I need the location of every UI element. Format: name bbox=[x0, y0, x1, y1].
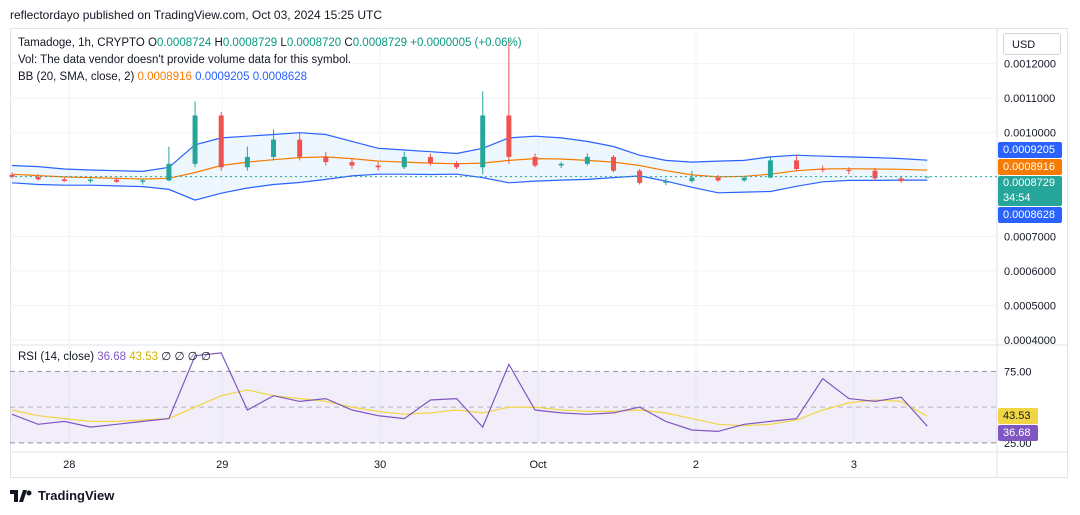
grid-lines bbox=[10, 28, 1068, 478]
bb-basis-value: 0.0008916 bbox=[137, 71, 192, 83]
candle-body bbox=[297, 139, 303, 157]
rsi-band-zone bbox=[10, 371, 997, 443]
candle-body bbox=[401, 156, 407, 168]
bb-basis-tag: 0.0008916 bbox=[998, 159, 1062, 175]
candle-body bbox=[271, 139, 277, 157]
candle-body bbox=[35, 176, 41, 180]
candle-body bbox=[741, 177, 747, 181]
candle-body bbox=[192, 115, 198, 164]
last-price-tag: 0.0008729 34:54 bbox=[998, 176, 1062, 206]
bb-row: BB (20, SMA, close, 2) 0.0008916 0.00092… bbox=[18, 69, 522, 86]
ohlc-h-label: H bbox=[214, 37, 223, 49]
candle-body bbox=[349, 162, 355, 166]
axis-labels: 0.0012000 0.0011000 0.0010000 0.0007000 0.00… bbox=[63, 59, 1056, 471]
symbol-label: Tamadoge, 1h, CRYPTO bbox=[18, 37, 145, 49]
rsi-value-tag: 36.68 bbox=[998, 425, 1038, 441]
candle-body bbox=[794, 160, 800, 169]
candles[interactable] bbox=[9, 39, 998, 186]
candle-body bbox=[924, 176, 930, 178]
tradingview-footer[interactable]: TradingView bbox=[10, 488, 114, 503]
candle-body bbox=[663, 181, 669, 183]
bb-label[interactable]: BB (20, SMA, close, 2) bbox=[18, 71, 135, 83]
candle-body bbox=[480, 115, 486, 168]
main-legend: Tamadoge, 1h, CRYPTO O0.0008724 H0.00087… bbox=[18, 35, 522, 86]
price-tick-label: 0.0004000 bbox=[1004, 335, 1056, 347]
candle-body bbox=[558, 163, 564, 166]
bar-countdown: 34:54 bbox=[1003, 192, 1031, 204]
candle-body bbox=[454, 163, 460, 168]
bb-basis-line bbox=[11, 156, 928, 180]
candle-body bbox=[898, 178, 904, 182]
rsi-lines bbox=[11, 352, 928, 433]
ohlc-low: 0.0008720 bbox=[286, 37, 342, 49]
publish-header: reflectordayo published on TradingView.c… bbox=[10, 8, 382, 22]
last-price-value: 0.0008729 bbox=[1003, 177, 1055, 189]
bb-upper-value: 0.0009205 bbox=[195, 71, 250, 83]
price-tick-label: 0.0005000 bbox=[1004, 300, 1056, 312]
rsi-ma-value: 43.53 bbox=[129, 351, 159, 363]
candle-body bbox=[244, 156, 250, 168]
currency-selector[interactable]: USD bbox=[1003, 33, 1061, 55]
ohlc-c-label: C bbox=[344, 37, 353, 49]
bb-upper-tag: 0.0009205 bbox=[998, 142, 1062, 158]
bb-lower-line bbox=[11, 173, 928, 201]
rsi-label[interactable]: RSI (14, close) bbox=[18, 351, 95, 363]
candle-body bbox=[218, 115, 224, 168]
candle-body bbox=[323, 156, 329, 163]
candle-body bbox=[820, 169, 826, 171]
candle-body bbox=[166, 163, 172, 181]
candle-body bbox=[9, 174, 15, 177]
candle-body bbox=[427, 156, 433, 164]
candle-body bbox=[532, 156, 538, 166]
bb-lower-tag: 0.0008628 bbox=[998, 207, 1062, 223]
candle-body bbox=[872, 170, 878, 179]
candle-body bbox=[715, 177, 721, 181]
candle-body bbox=[584, 156, 590, 164]
bb-upper-line bbox=[11, 132, 928, 173]
ohlc-o-label: O bbox=[147, 37, 157, 49]
rsi-value: 36.68 bbox=[97, 351, 127, 363]
bollinger-bands bbox=[11, 132, 928, 201]
price-tick-label: 0.0007000 bbox=[1004, 231, 1056, 243]
time-tick-label: 3 bbox=[851, 459, 857, 471]
rsi-tick-label: 75.00 bbox=[1004, 366, 1032, 378]
candle-body bbox=[637, 170, 643, 183]
price-tick-label: 0.0011000 bbox=[1004, 93, 1055, 105]
bb-lower-value: 0.0008628 bbox=[252, 71, 308, 83]
candle-body bbox=[114, 179, 120, 182]
tradingview-brand: TradingView bbox=[38, 488, 115, 503]
time-tick-label: 28 bbox=[63, 459, 75, 471]
time-tick-label: Oct bbox=[529, 459, 546, 471]
candle-body bbox=[61, 179, 67, 182]
time-tick-label: 30 bbox=[374, 459, 386, 471]
rsi-legend: RSI (14, close) 36.68 43.53 ∅ ∅ ∅ ∅ bbox=[18, 349, 211, 366]
ohlc-open: 0.0008724 bbox=[156, 37, 212, 49]
candle-body bbox=[375, 165, 381, 168]
rsi-line bbox=[11, 352, 928, 433]
candle-body bbox=[506, 115, 512, 157]
time-tick-label: 2 bbox=[693, 459, 699, 471]
ohlc-l-label: L bbox=[280, 37, 287, 49]
tradingview-logo-icon bbox=[10, 489, 32, 502]
candle-body bbox=[140, 180, 146, 182]
rsi-extra: ∅ ∅ ∅ ∅ bbox=[161, 351, 211, 363]
price-tick-label: 0.0010000 bbox=[1004, 128, 1056, 140]
price-change: +0.0000005 (+0.06%) bbox=[410, 37, 522, 49]
price-tick-label: 0.0006000 bbox=[1004, 266, 1056, 278]
ohlc-row: Tamadoge, 1h, CRYPTO O0.0008724 H0.00087… bbox=[18, 35, 522, 52]
bb-fill bbox=[12, 132, 928, 201]
ohlc-high: 0.0008729 bbox=[222, 37, 278, 49]
candle-body bbox=[610, 156, 616, 171]
candle-body bbox=[689, 177, 695, 182]
time-tick-label: 29 bbox=[216, 459, 228, 471]
rsi-ma-tag: 43.53 bbox=[998, 408, 1038, 424]
candle-body bbox=[846, 170, 852, 172]
candle-body bbox=[767, 160, 773, 178]
candle-body bbox=[87, 179, 93, 182]
chart-frame[interactable] bbox=[10, 28, 1068, 478]
volume-note: Vol: The data vendor doesn't provide vol… bbox=[18, 54, 352, 66]
ohlc-close: 0.0008729 bbox=[352, 37, 408, 49]
price-tick-label: 0.0012000 bbox=[1004, 59, 1056, 71]
